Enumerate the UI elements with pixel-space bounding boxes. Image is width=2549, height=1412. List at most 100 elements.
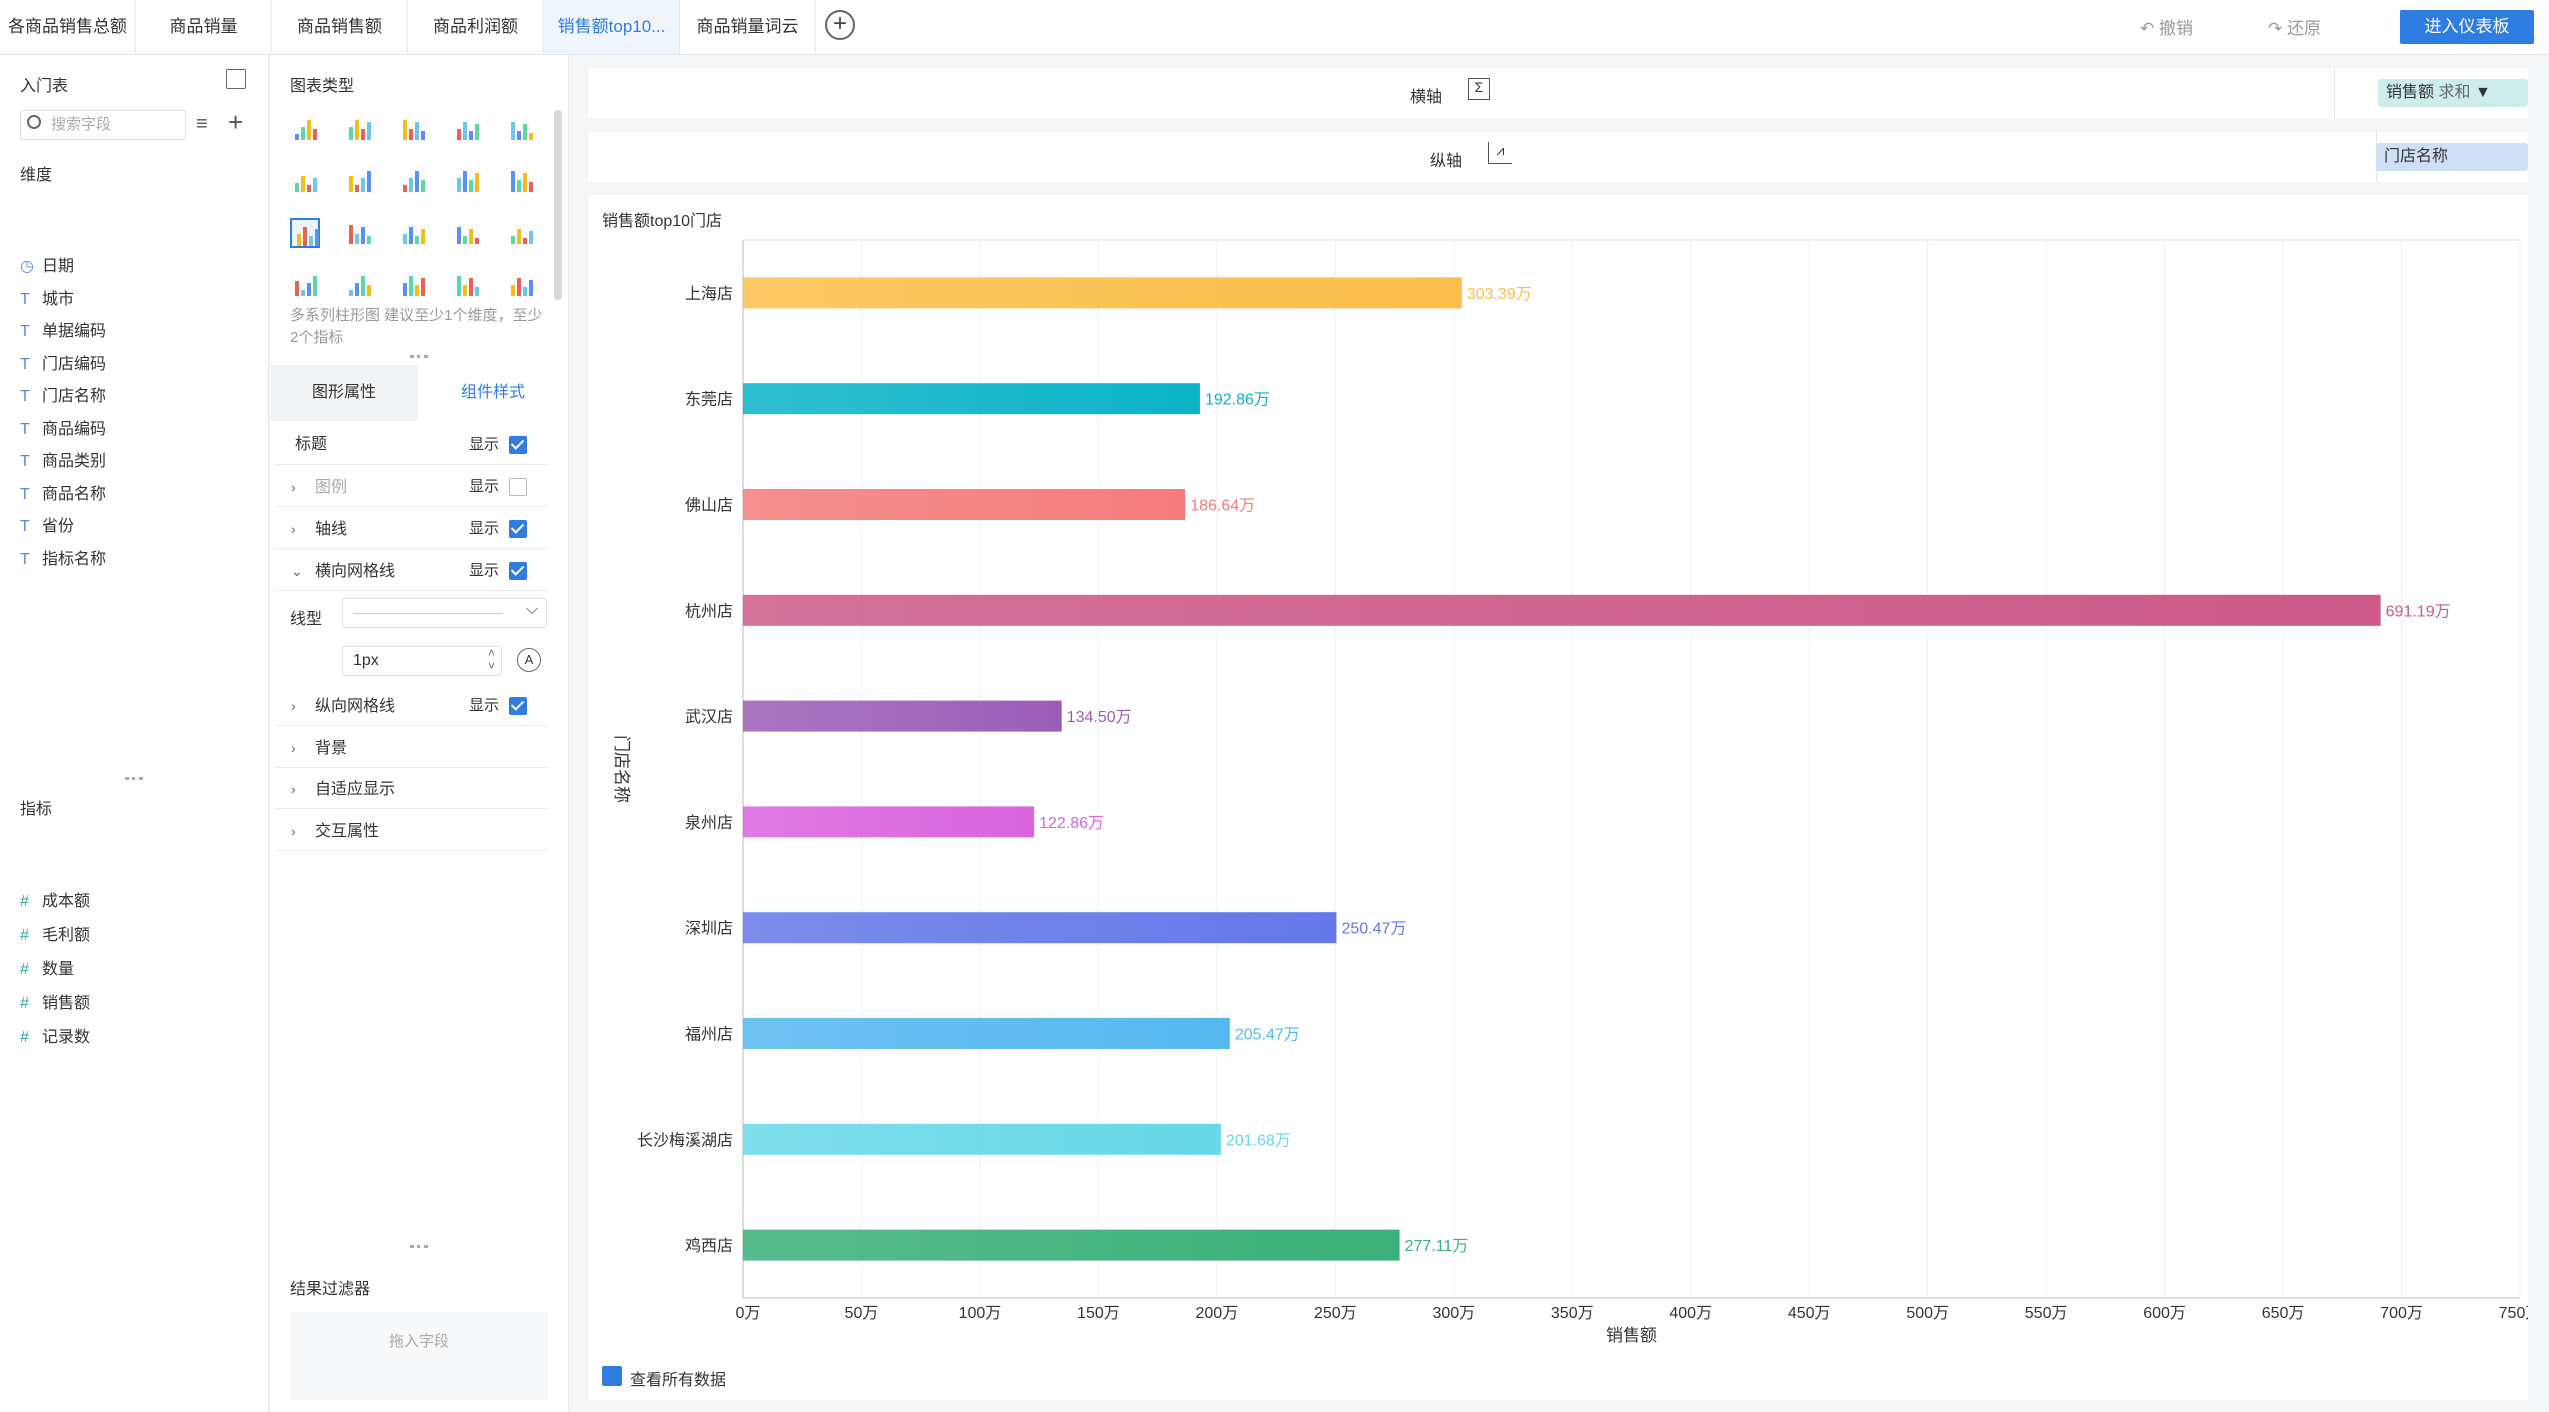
view-all-checkbox[interactable] bbox=[602, 1366, 622, 1386]
dimension-field[interactable]: T 单据编码 bbox=[20, 319, 106, 345]
sort-icon[interactable]: ≡ bbox=[196, 113, 208, 135]
filter-icon: ▼ bbox=[2474, 84, 2491, 101]
resize-handle[interactable] bbox=[410, 355, 428, 358]
dimension-field[interactable]: T 商品编码 bbox=[20, 417, 106, 443]
text-type-icon: T bbox=[20, 518, 30, 535]
auto-width-icon[interactable]: A bbox=[517, 648, 541, 672]
undo-button[interactable]: ↶ 撤销 bbox=[2140, 19, 2193, 38]
data-label: 205.47万 bbox=[1235, 1027, 1300, 1044]
view-all-label: 查看所有数据 bbox=[630, 1372, 727, 1389]
chart-type-option-icon[interactable] bbox=[452, 270, 482, 300]
dimension-field[interactable]: T 省份 bbox=[20, 514, 74, 540]
dimension-field[interactable]: T 门店编码 bbox=[20, 352, 106, 378]
chevron-right-icon: › bbox=[291, 823, 296, 839]
chart-type-option-icon[interactable] bbox=[290, 166, 320, 196]
tab-total-sales[interactable]: 各商品销售总额 bbox=[0, 0, 136, 54]
y-field-pill[interactable]: 门店名称 bbox=[2376, 143, 2528, 171]
redo-button[interactable]: ↷ 还原 bbox=[2268, 19, 2321, 38]
enter-dashboard-button[interactable]: 进入仪表板 bbox=[2400, 10, 2534, 44]
line-type-select[interactable]: ⌵ bbox=[342, 598, 547, 628]
y-axis-label: 纵轴 bbox=[1430, 153, 1463, 170]
prop-row[interactable]: ⌄ 横向网格线 显示 bbox=[275, 551, 547, 591]
chart-type-option-icon[interactable] bbox=[452, 166, 482, 196]
result-filter-title: 结果过滤器 bbox=[290, 1281, 371, 1298]
metric-field[interactable]: # 销售额 bbox=[20, 991, 90, 1017]
chart-type-option-icon[interactable] bbox=[398, 114, 428, 144]
tab-sales-volume[interactable]: 商品销量 bbox=[136, 0, 272, 54]
chart-type-option-icon[interactable] bbox=[290, 114, 320, 144]
x-field-pill[interactable]: 销售额 求和 ▼ bbox=[2378, 79, 2528, 107]
x-tick-label: 350万 bbox=[1551, 1305, 1594, 1322]
show-checkbox[interactable] bbox=[509, 520, 527, 538]
search-input[interactable]: 搜索字段 bbox=[20, 110, 186, 140]
prop-row[interactable]: › 自适应显示 bbox=[275, 769, 547, 809]
text-type-icon: T bbox=[20, 485, 30, 503]
resize-handle[interactable] bbox=[410, 1245, 428, 1248]
chevron-down-icon: ⌵ bbox=[525, 601, 538, 618]
bar bbox=[743, 1123, 1221, 1155]
filter-drop-zone[interactable]: 拖入字段 bbox=[290, 1312, 548, 1400]
axis-chart-type-icon[interactable]: ⩘ bbox=[1488, 142, 1512, 164]
prop-row[interactable]: › 纵向网格线 显示 bbox=[275, 686, 547, 726]
dimension-field[interactable]: T 商品类别 bbox=[20, 449, 106, 475]
clock-icon: ◷ bbox=[20, 258, 34, 275]
x-tick-label: 450万 bbox=[1788, 1305, 1831, 1322]
dimension-field[interactable]: T 指标名称 bbox=[20, 547, 106, 573]
chart-type-option-icon[interactable] bbox=[344, 114, 374, 144]
prop-row[interactable]: › 轴线 显示 bbox=[275, 509, 547, 549]
prop-row[interactable]: 标题 显示 bbox=[275, 425, 547, 465]
add-field-icon[interactable]: + bbox=[228, 107, 244, 137]
scrollbar[interactable] bbox=[554, 110, 562, 300]
chart-type-option-icon[interactable] bbox=[344, 218, 374, 248]
show-checkbox[interactable] bbox=[509, 478, 527, 496]
chart-type-option-icon[interactable] bbox=[506, 114, 536, 144]
chart-type-option-icon[interactable] bbox=[506, 166, 536, 196]
metric-field[interactable]: # 成本额 bbox=[20, 889, 90, 915]
show-checkbox[interactable] bbox=[509, 436, 527, 454]
data-label: 192.86万 bbox=[1205, 392, 1270, 409]
tab-wordcloud[interactable]: 商品销量词云 bbox=[680, 0, 816, 54]
y-axis-title: 门店名称 bbox=[612, 735, 631, 803]
add-tab-icon[interactable]: + bbox=[825, 10, 855, 40]
chart-type-option-icon[interactable] bbox=[290, 218, 320, 248]
dimension-field[interactable]: T 城市 bbox=[20, 287, 74, 313]
line-width-input[interactable]: 1px ˄ ˅ bbox=[342, 646, 502, 676]
tab-sales-amount[interactable]: 商品销售额 bbox=[272, 0, 408, 54]
chart-type-option-icon[interactable] bbox=[398, 218, 428, 248]
chart-type-option-icon[interactable] bbox=[344, 270, 374, 300]
chart-type-option-icon[interactable] bbox=[506, 218, 536, 248]
x-tick-label: 200万 bbox=[1196, 1305, 1239, 1322]
show-checkbox[interactable] bbox=[509, 697, 527, 715]
chart-type-option-icon[interactable] bbox=[344, 166, 374, 196]
prop-row[interactable]: › 交互属性 bbox=[275, 811, 547, 851]
prop-row[interactable]: › 背景 bbox=[275, 728, 547, 768]
switch-table-icon[interactable] bbox=[226, 69, 246, 89]
y-tick-label: 佛山店 bbox=[685, 497, 733, 515]
bar bbox=[743, 1018, 1230, 1049]
chart-type-option-icon[interactable] bbox=[398, 166, 428, 196]
bar bbox=[743, 489, 1186, 520]
dimension-field[interactable]: T 门店名称 bbox=[20, 384, 106, 410]
resize-handle[interactable] bbox=[125, 777, 143, 780]
data-label: 691.19万 bbox=[2386, 603, 2451, 620]
tab-graph-properties[interactable]: 图形属性 bbox=[270, 365, 418, 421]
chart-type-option-icon[interactable] bbox=[452, 218, 482, 248]
chart-type-option-icon[interactable] bbox=[398, 270, 428, 300]
metric-field[interactable]: # 数量 bbox=[20, 957, 74, 983]
tab-component-style[interactable]: 组件样式 bbox=[418, 365, 568, 421]
data-label: 186.64万 bbox=[1190, 498, 1255, 515]
chart-type-option-icon[interactable] bbox=[506, 270, 536, 300]
metric-field[interactable]: # 毛利额 bbox=[20, 923, 90, 949]
tab-profit[interactable]: 商品利润额 bbox=[408, 0, 544, 54]
prop-row[interactable]: › 图例 显示 bbox=[275, 467, 547, 507]
metric-field[interactable]: # 记录数 bbox=[20, 1025, 90, 1051]
show-checkbox[interactable] bbox=[509, 562, 527, 580]
axis-chart-type-icon[interactable]: Σ bbox=[1468, 78, 1490, 100]
dimension-field[interactable]: ◷ 日期 bbox=[20, 254, 74, 280]
chart-type-option-icon[interactable] bbox=[452, 114, 482, 144]
dimension-field[interactable]: T 商品名称 bbox=[20, 482, 106, 508]
data-label: 277.11万 bbox=[1405, 1238, 1469, 1255]
chart-type-option-icon[interactable] bbox=[290, 270, 320, 300]
tab-top10[interactable]: 销售额top10... bbox=[544, 0, 680, 54]
stepper-icon[interactable]: ˄ ˅ bbox=[487, 646, 495, 673]
